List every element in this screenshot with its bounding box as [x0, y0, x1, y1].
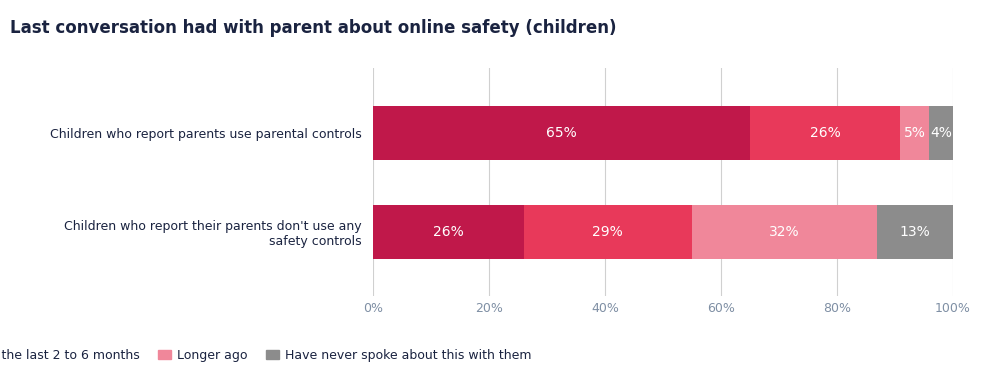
Bar — [900, 106, 929, 160]
Text: 4%: 4% — [930, 126, 952, 140]
Bar — [523, 205, 691, 259]
Text: 26%: 26% — [810, 126, 841, 140]
Bar — [373, 106, 749, 160]
Text: Last conversation had with parent about online safety (children): Last conversation had with parent about … — [10, 19, 617, 37]
Bar — [373, 205, 523, 259]
Text: 65%: 65% — [546, 126, 576, 140]
Bar — [929, 106, 953, 160]
Bar — [749, 106, 900, 160]
Bar — [877, 205, 953, 259]
Bar — [691, 205, 877, 259]
Text: 32%: 32% — [769, 225, 799, 239]
Legend: In the last month, In the last 2 to 6 months, Longer ago, Have never spoke about: In the last month, In the last 2 to 6 mo… — [0, 344, 536, 367]
Text: 13%: 13% — [900, 225, 930, 239]
Text: 29%: 29% — [592, 225, 624, 239]
Text: 26%: 26% — [433, 225, 464, 239]
Text: 5%: 5% — [904, 126, 926, 140]
